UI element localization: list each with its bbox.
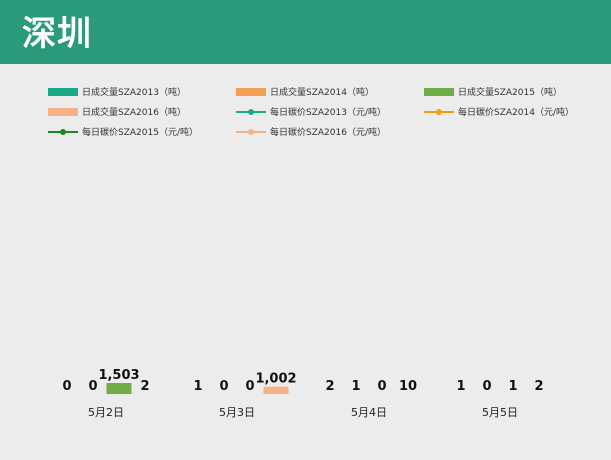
category-label: 5月4日	[351, 406, 387, 419]
legend-label: 日成交量SZA2016（吨）	[82, 108, 186, 118]
data-label: 1	[351, 379, 360, 394]
category-label: 5月3日	[219, 406, 255, 419]
legend-swatch	[424, 88, 454, 96]
bar	[106, 383, 132, 394]
legend-swatch	[48, 88, 78, 96]
legend-label: 每日碳价SZA2015（元/吨）	[82, 128, 198, 138]
data-label: 2	[325, 379, 334, 394]
data-label: 1,002	[255, 372, 296, 387]
data-label: 0	[219, 379, 228, 394]
legend-label: 日成交量SZA2013（吨）	[82, 88, 186, 98]
legend-swatch	[236, 109, 266, 115]
bar	[263, 386, 289, 394]
data-label: 0	[62, 379, 71, 394]
data-label: 1	[456, 379, 465, 394]
data-label: 1	[508, 379, 517, 394]
header-bar: 深圳	[0, 0, 611, 64]
legend-label: 每日碳价SZA2014（元/吨）	[458, 108, 574, 118]
data-label: 10	[399, 379, 417, 394]
category-label: 5月2日	[88, 406, 124, 419]
data-label: 2	[534, 379, 543, 394]
legend-swatch	[424, 109, 454, 115]
data-label: 2	[140, 379, 149, 394]
data-label: 0	[482, 379, 491, 394]
legend-label: 日成交量SZA2014（吨）	[270, 88, 374, 98]
category-label: 5月5日	[482, 406, 518, 419]
data-label: 0	[377, 379, 386, 394]
data-label: 0	[245, 379, 254, 394]
page-title: 深圳	[22, 14, 92, 54]
legend-swatch	[236, 129, 266, 135]
data-label: 1,503	[98, 368, 139, 383]
chart-legend: 日成交量SZA2013（吨） 日成交量SZA2014（吨） 日成交量SZA2015（…	[0, 70, 611, 150]
data-label: 1	[193, 379, 202, 394]
legend-swatch	[236, 88, 266, 96]
legend-swatch	[48, 129, 78, 135]
legend-swatch	[48, 108, 78, 116]
chart-plot: 012100101,50300121,00210237.2930.2035.87…	[62, 368, 543, 419]
legend-label: 日成交量SZA2015（吨）	[458, 88, 562, 98]
legend-label: 每日碳价SZA2016（元/吨）	[270, 128, 386, 138]
legend-label: 每日碳价SZA2013（元/吨）	[270, 108, 386, 118]
data-label: 0	[88, 379, 97, 394]
